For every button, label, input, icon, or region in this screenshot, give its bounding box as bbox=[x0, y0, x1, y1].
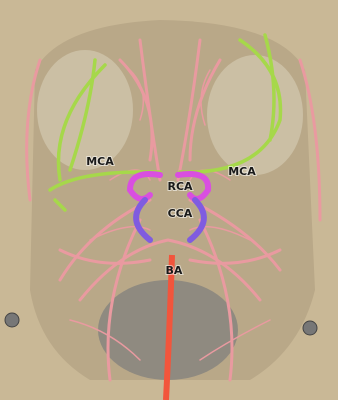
fossa-right bbox=[207, 55, 303, 175]
carotid-vessels bbox=[126, 171, 212, 243]
label-mca-right: MCA bbox=[228, 165, 256, 178]
label-ba: BA bbox=[166, 264, 183, 277]
screw-left bbox=[4, 312, 20, 328]
vessels bbox=[25, 38, 322, 382]
label-cca: CCA bbox=[168, 207, 193, 220]
fossa-left bbox=[37, 50, 133, 170]
label-mca-left: MCA bbox=[86, 155, 114, 168]
screw-right bbox=[302, 320, 318, 336]
mca-vessels bbox=[48, 33, 283, 212]
basilar-artery bbox=[163, 254, 175, 400]
label-rca: RCA bbox=[167, 180, 193, 193]
